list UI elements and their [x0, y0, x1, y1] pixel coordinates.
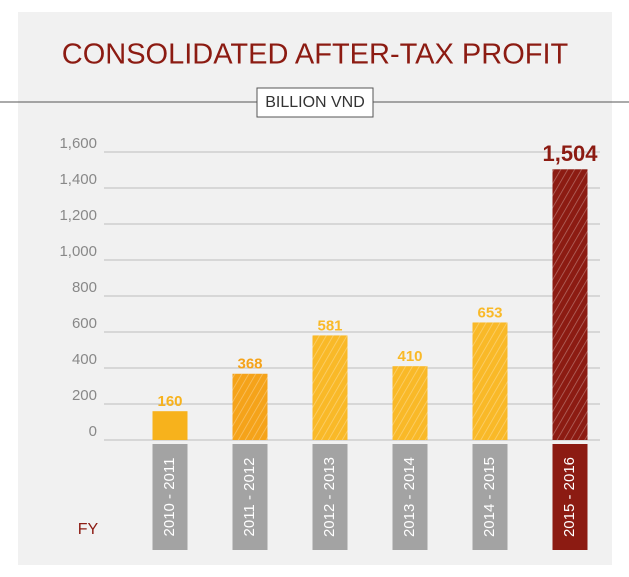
y-tick-label: 1,000 [59, 243, 97, 260]
value-label: 581 [317, 317, 342, 334]
value-label: 653 [477, 304, 502, 321]
y-tick-label: 1,600 [59, 135, 97, 152]
y-tick-label: 200 [72, 387, 97, 404]
bar-hatch [392, 366, 428, 440]
value-label: 368 [237, 356, 262, 373]
value-label: 160 [157, 393, 182, 410]
x-axis-label: FY [78, 521, 99, 538]
x-tick-label: 2013 - 2014 [401, 457, 418, 537]
category-box [392, 444, 428, 550]
y-tick-label: 0 [89, 423, 97, 440]
x-tick-label: 2015 - 2016 [561, 457, 578, 537]
y-tick-label: 400 [72, 351, 97, 368]
bar-hatch [232, 373, 268, 440]
chart-title: CONSOLIDATED AFTER-TAX PROFIT [62, 39, 569, 71]
x-tick-label: 2014 - 2015 [481, 457, 498, 537]
category-box [152, 444, 188, 550]
category-box [472, 444, 508, 550]
y-tick-label: 600 [72, 315, 97, 332]
unit-label: BILLION VND [265, 94, 365, 111]
y-tick-label: 800 [72, 279, 97, 296]
bar-hatch [552, 169, 588, 440]
y-tick-label: 1,200 [59, 207, 97, 224]
x-tick-label: 2010 - 2011 [161, 458, 178, 537]
category-box [312, 444, 348, 550]
unit-box [256, 87, 374, 118]
value-label: 410 [397, 348, 422, 365]
bar-hatch [472, 322, 508, 440]
x-tick-label: 2011 - 2012 [241, 458, 258, 537]
category-box [552, 444, 588, 550]
x-tick-label: 2012 - 2013 [321, 457, 338, 537]
y-tick-label: 1,400 [59, 171, 97, 188]
bar-hatch [312, 335, 348, 440]
bar [152, 411, 188, 440]
value-label: 1,504 [542, 141, 598, 166]
category-box [232, 444, 268, 550]
